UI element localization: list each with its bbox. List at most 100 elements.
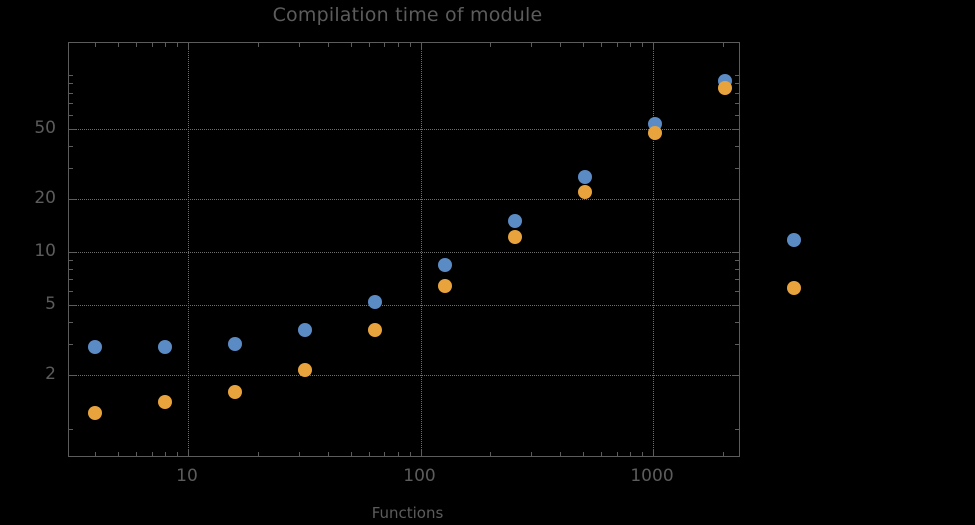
y-tick-major-right: [732, 305, 739, 307]
x-tick-minor: [642, 452, 644, 456]
y-tick-major-right: [732, 198, 739, 200]
x-tick-minor: [616, 452, 618, 456]
y-tick-minor: [69, 291, 73, 293]
x-tick-major-top: [188, 43, 189, 50]
x-tick-minor: [165, 452, 167, 456]
y-tick-major: [69, 198, 76, 200]
x-tick-minor: [136, 452, 138, 456]
x-tick-minor: [177, 452, 179, 456]
x-tick-minor: [368, 452, 370, 456]
x-tick-minor: [384, 452, 386, 456]
y-tick-minor-right: [735, 167, 739, 169]
y-tick-major-right: [732, 375, 739, 377]
x-tick-minor-top: [409, 43, 411, 47]
data-point: [508, 229, 523, 244]
x-tick-minor-top: [601, 43, 603, 47]
y-tick-major: [69, 375, 76, 377]
x-tick-major: [653, 449, 654, 456]
y-tick-major: [69, 305, 76, 307]
x-tick-minor: [409, 452, 411, 456]
x-tick-minor-top: [298, 43, 300, 47]
x-tick-minor-top: [560, 43, 562, 47]
x-tick-major: [188, 449, 189, 456]
x-tick-minor-top: [642, 43, 644, 47]
x-tick-minor-top: [118, 43, 119, 47]
data-point: [158, 339, 173, 354]
x-tick-minor-top: [165, 43, 167, 47]
y-tick-minor-right: [735, 114, 739, 116]
x-tick-minor: [397, 452, 399, 456]
x-tick-minor-top: [722, 43, 724, 47]
y-tick-label: 20: [34, 187, 56, 208]
x-tick-minor-top: [327, 43, 329, 47]
y-axis-label: Seconds: [0, 194, 2, 258]
x-tick-major: [420, 449, 422, 456]
x-tick-minor: [722, 452, 724, 456]
data-point: [438, 258, 453, 273]
gridline-horizontal: [69, 128, 739, 130]
chart-title: Compilation time of module: [272, 4, 543, 26]
y-tick-minor-right: [735, 269, 739, 271]
y-tick-minor: [69, 75, 73, 77]
data-point: [298, 362, 313, 377]
x-tick-minor-top: [490, 43, 492, 47]
x-tick-minor: [327, 452, 329, 456]
x-tick-minor: [95, 452, 97, 456]
plot-area: [68, 42, 740, 457]
x-tick-minor: [490, 452, 492, 456]
x-tick-minor-top: [136, 43, 138, 47]
y-tick-minor-right: [735, 92, 739, 94]
y-tick-minor: [69, 92, 73, 94]
y-tick-minor-right: [735, 75, 739, 77]
data-point: [368, 323, 383, 338]
y-tick-minor-right: [735, 322, 739, 324]
x-tick-minor-top: [368, 43, 370, 47]
y-tick-label: 2: [45, 364, 56, 385]
x-tick-major-top: [653, 43, 654, 50]
data-point: [228, 384, 243, 399]
x-tick-minor: [630, 452, 632, 456]
data-point: [88, 406, 103, 421]
x-tick-label: 100: [403, 466, 436, 486]
data-point: [158, 394, 173, 409]
y-tick-label: 50: [34, 117, 56, 138]
x-tick-minor: [601, 452, 603, 456]
y-tick-minor-right: [735, 83, 739, 85]
y-tick-minor: [69, 145, 73, 147]
gridline-vertical: [188, 43, 189, 456]
x-tick-minor-top: [257, 43, 259, 47]
y-tick-major: [69, 128, 76, 130]
y-tick-minor: [69, 102, 73, 104]
gridline-horizontal: [69, 198, 739, 200]
x-tick-minor-top: [177, 43, 179, 47]
gridline-horizontal: [69, 305, 739, 307]
data-point: [787, 280, 802, 295]
data-point: [648, 126, 663, 141]
y-tick-minor: [69, 83, 73, 85]
x-tick-minor-top: [531, 43, 533, 47]
data-point: [368, 295, 383, 310]
gridline-horizontal: [69, 375, 739, 377]
y-tick-minor-right: [735, 102, 739, 104]
data-point: [508, 213, 523, 228]
x-tick-minor-top: [583, 43, 584, 47]
x-tick-minor-top: [151, 43, 153, 47]
data-point: [718, 80, 733, 95]
x-tick-major-top: [420, 43, 422, 50]
x-tick-minor-top: [384, 43, 386, 47]
x-tick-minor: [583, 452, 584, 456]
y-tick-minor-right: [735, 279, 739, 281]
y-tick-minor-right: [735, 291, 739, 293]
x-tick-minor: [151, 452, 153, 456]
y-tick-minor: [69, 167, 73, 169]
y-tick-minor: [69, 428, 73, 430]
y-tick-minor: [69, 279, 73, 281]
y-tick-minor-right: [735, 428, 739, 430]
y-tick-major: [69, 252, 76, 253]
x-tick-minor-top: [95, 43, 97, 47]
y-tick-minor: [69, 260, 73, 262]
data-point: [438, 279, 453, 294]
data-point: [578, 170, 593, 185]
x-tick-minor-top: [350, 43, 352, 47]
x-axis-label: Functions: [371, 504, 444, 522]
